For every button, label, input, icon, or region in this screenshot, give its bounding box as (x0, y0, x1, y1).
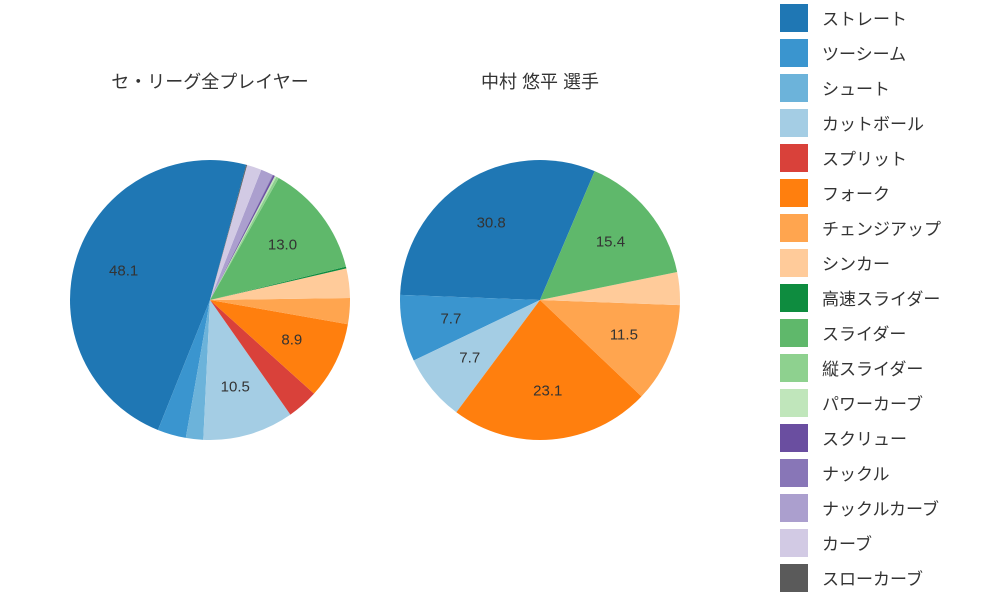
legend-item-shoot: シュート (780, 70, 990, 105)
legend-label-changeup: チェンジアップ (822, 215, 941, 240)
pie-slice-shoot (186, 300, 210, 440)
legend-label-vert_slider: 縦スライダー (822, 355, 923, 380)
legend-swatch-curve (780, 529, 808, 557)
legend-swatch-knuckle (780, 459, 808, 487)
legend-item-knuckle: ナックル (780, 455, 990, 490)
pie-label-changeup: 11.5 (610, 327, 638, 344)
legend-item-fork: フォーク (780, 175, 990, 210)
pie-slice-sinker (210, 268, 350, 300)
legend-label-cutball: カットボール (822, 110, 924, 135)
legend-label-curve: カーブ (822, 530, 872, 555)
pie-slice-screw (210, 175, 275, 300)
legend-item-cutball: カットボール (780, 105, 990, 140)
legend-item-screw: スクリュー (780, 420, 990, 455)
legend-item-vert_slider: 縦スライダー (780, 350, 990, 385)
legend-label-straight: ストレート (822, 5, 907, 30)
legend-label-sinker: シンカー (822, 250, 890, 275)
legend-item-fast_slider: 高速スライダー (780, 280, 990, 315)
legend-label-slider: スライダー (822, 320, 906, 345)
legend-label-split: スプリット (822, 145, 907, 170)
pie-slice-knuckle_curve (210, 170, 273, 300)
legend-swatch-fast_slider (780, 284, 808, 312)
legend-item-changeup: チェンジアップ (780, 210, 990, 245)
pie-label-cutball: 7.7 (459, 349, 480, 366)
legend-swatch-screw (780, 424, 808, 452)
legend-swatch-slow_curve (780, 564, 808, 592)
legend-swatch-twoseam (780, 39, 808, 67)
legend-item-twoseam: ツーシーム (780, 35, 990, 70)
chart-title-left: セ・リーグ全プレイヤー (70, 68, 350, 94)
legend: ストレートツーシームシュートカットボールスプリットフォークチェンジアップシンカー… (780, 0, 990, 595)
pie-slice-fork (456, 300, 641, 440)
pie-slice-fast_slider (210, 267, 346, 300)
pie-label-straight: 48.1 (109, 263, 138, 280)
legend-label-twoseam: ツーシーム (822, 40, 906, 65)
pie-slice-curve (210, 165, 261, 300)
legend-swatch-vert_slider (780, 354, 808, 382)
pie-slice-split (210, 300, 314, 415)
chart-container: セ・リーグ全プレイヤー 中村 悠平 選手 48.1 10.5 8.9 13.0 30.… (0, 0, 1000, 600)
legend-label-knuckle: ナックル (822, 460, 890, 485)
legend-item-split: スプリット (780, 140, 990, 175)
pie-slice-slow_curve (210, 165, 247, 300)
pie-label-fork: 8.9 (281, 331, 302, 348)
legend-swatch-straight (780, 4, 808, 32)
legend-item-sinker: シンカー (780, 245, 990, 280)
pie-label-straight: 30.8 (477, 215, 506, 232)
pie-slice-twoseam (158, 300, 210, 438)
pie-slice-sinker (540, 272, 680, 305)
pie-label-slider: 13.0 (268, 236, 297, 253)
legend-item-power_curve: パワーカーブ (780, 385, 990, 420)
legend-label-power_curve: パワーカーブ (822, 390, 923, 415)
legend-label-fast_slider: 高速スライダー (822, 285, 940, 310)
pie-slice-cutball (203, 300, 290, 440)
legend-item-knuckle_curve: ナックルカーブ (780, 490, 990, 525)
legend-swatch-power_curve (780, 389, 808, 417)
legend-item-slow_curve: スローカーブ (780, 560, 990, 595)
legend-swatch-split (780, 144, 808, 172)
legend-swatch-changeup (780, 214, 808, 242)
pie-label-slider: 15.4 (596, 234, 625, 251)
pie-slice-changeup (210, 298, 350, 324)
pie-slice-knuckle (210, 175, 273, 300)
pie-slice-power_curve (210, 176, 276, 300)
legend-label-screw: スクリュー (822, 425, 907, 450)
legend-swatch-slider (780, 319, 808, 347)
legend-item-curve: カーブ (780, 525, 990, 560)
legend-item-straight: ストレート (780, 0, 990, 35)
legend-swatch-fork (780, 179, 808, 207)
legend-swatch-knuckle_curve (780, 494, 808, 522)
legend-label-shoot: シュート (822, 75, 890, 100)
chart-title-right: 中村 悠平 選手 (400, 68, 680, 94)
legend-label-slow_curve: スローカーブ (822, 565, 923, 590)
legend-label-fork: フォーク (822, 180, 890, 205)
pie-label-twoseam: 7.7 (440, 310, 461, 327)
legend-item-slider: スライダー (780, 315, 990, 350)
legend-swatch-cutball (780, 109, 808, 137)
pie-label-cutball: 10.5 (221, 379, 250, 396)
legend-label-knuckle_curve: ナックルカーブ (822, 495, 939, 520)
pie-label-fork: 23.1 (533, 382, 562, 399)
legend-swatch-shoot (780, 74, 808, 102)
legend-swatch-sinker (780, 249, 808, 277)
